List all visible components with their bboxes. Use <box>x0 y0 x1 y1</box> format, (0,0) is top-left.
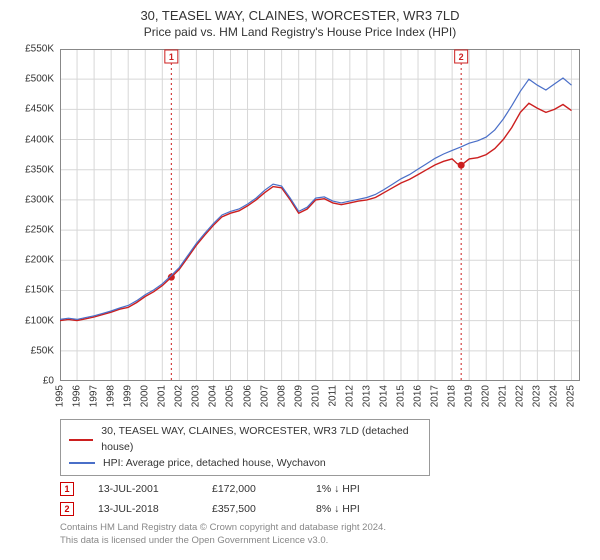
sale-marker-box: 2 <box>60 502 74 516</box>
x-tick-label: 1998 <box>106 385 117 407</box>
x-tick-label: 2016 <box>413 385 424 407</box>
x-tick-label: 2018 <box>447 385 458 407</box>
legend-item: 30, TEASEL WAY, CLAINES, WORCESTER, WR3 … <box>69 424 421 456</box>
x-tick-label: 2002 <box>174 385 185 407</box>
legend-swatch <box>69 439 93 441</box>
x-tick-label: 2008 <box>276 385 287 407</box>
svg-text:1: 1 <box>169 52 174 62</box>
x-tick-label: 1997 <box>89 385 100 407</box>
y-tick-label: £0 <box>43 376 54 387</box>
y-axis-labels: £0£50K£100K£150K£200K£250K£300K£350K£400… <box>12 49 56 381</box>
legend-label: HPI: Average price, detached house, Wych… <box>103 456 326 472</box>
y-tick-label: £150K <box>25 285 54 296</box>
x-tick-label: 2007 <box>259 385 270 407</box>
x-tick-label: 2004 <box>208 385 219 407</box>
chart-title: 30, TEASEL WAY, CLAINES, WORCESTER, WR3 … <box>12 8 588 23</box>
legend-item: HPI: Average price, detached house, Wych… <box>69 456 421 472</box>
x-tick-label: 2011 <box>327 385 338 407</box>
x-tick-label: 2023 <box>532 385 543 407</box>
legend-label: 30, TEASEL WAY, CLAINES, WORCESTER, WR3 … <box>101 424 421 456</box>
y-tick-label: £450K <box>25 104 54 115</box>
sale-delta: 8% ↓ HPI <box>316 503 386 515</box>
legend: 30, TEASEL WAY, CLAINES, WORCESTER, WR3 … <box>60 419 430 476</box>
x-tick-label: 2009 <box>293 385 304 407</box>
legend-swatch <box>69 462 95 464</box>
chart-area: £0 £50K £100K £150K £200K £250K £300K £350K £400… <box>12 45 588 415</box>
chart-subtitle: Price paid vs. HM Land Registry's House … <box>12 25 588 39</box>
sale-row: 1 13-JUL-2001 £172,000 1% ↓ HPI <box>60 482 588 496</box>
x-tick-label: 2003 <box>191 385 202 407</box>
x-tick-label: 1995 <box>55 385 66 407</box>
svg-text:2: 2 <box>459 52 464 62</box>
sale-price: £172,000 <box>212 483 292 495</box>
x-tick-label: 2005 <box>225 385 236 407</box>
sales-table: 1 13-JUL-2001 £172,000 1% ↓ HPI 2 13-JUL-2018… <box>60 482 588 516</box>
x-tick-label: 1999 <box>123 385 134 407</box>
footer-line-1: Contains HM Land Registry data © Crown c… <box>60 522 588 535</box>
sale-row: 2 13-JUL-2018 £357,500 8% ↓ HPI <box>60 502 588 516</box>
x-tick-label: 2001 <box>157 385 168 407</box>
x-tick-label: 2017 <box>430 385 441 407</box>
x-tick-label: 2025 <box>566 385 577 407</box>
x-tick-label: 2006 <box>242 385 253 407</box>
y-tick-label: £50K <box>31 345 54 356</box>
sale-date: 13-JUL-2001 <box>98 483 188 495</box>
plot-region: 12 <box>60 49 580 381</box>
footer-line-2: This data is licensed under the Open Gov… <box>60 535 588 548</box>
title-block: 30, TEASEL WAY, CLAINES, WORCESTER, WR3 … <box>12 8 588 39</box>
x-tick-label: 2000 <box>140 385 151 407</box>
x-tick-label: 2022 <box>515 385 526 407</box>
sale-date: 13-JUL-2018 <box>98 503 188 515</box>
y-tick-label: £300K <box>25 194 54 205</box>
y-tick-label: £350K <box>25 164 54 175</box>
y-tick-label: £550K <box>25 44 54 55</box>
sale-delta: 1% ↓ HPI <box>316 483 386 495</box>
sale-price: £357,500 <box>212 503 292 515</box>
y-tick-label: £500K <box>25 74 54 85</box>
x-tick-label: 2020 <box>481 385 492 407</box>
y-tick-label: £200K <box>25 255 54 266</box>
y-tick-label: £100K <box>25 315 54 326</box>
sale-marker-box: 1 <box>60 482 74 496</box>
y-tick-label: £250K <box>25 225 54 236</box>
x-tick-label: 1996 <box>72 385 83 407</box>
chart-container: 30, TEASEL WAY, CLAINES, WORCESTER, WR3 … <box>0 0 600 552</box>
x-tick-label: 2013 <box>361 385 372 407</box>
x-tick-label: 2024 <box>549 385 560 407</box>
x-tick-label: 2010 <box>310 385 321 407</box>
plot-svg: 12 <box>60 49 580 381</box>
x-axis-labels: 1995199619971998199920002001200220032004… <box>60 383 580 413</box>
x-tick-label: 2019 <box>464 385 475 407</box>
y-tick-label: £400K <box>25 134 54 145</box>
x-tick-label: 2012 <box>344 385 355 407</box>
x-tick-label: 2014 <box>378 385 389 407</box>
footer-attribution: Contains HM Land Registry data © Crown c… <box>60 522 588 548</box>
x-tick-label: 2021 <box>498 385 509 407</box>
x-tick-label: 2015 <box>395 385 406 407</box>
